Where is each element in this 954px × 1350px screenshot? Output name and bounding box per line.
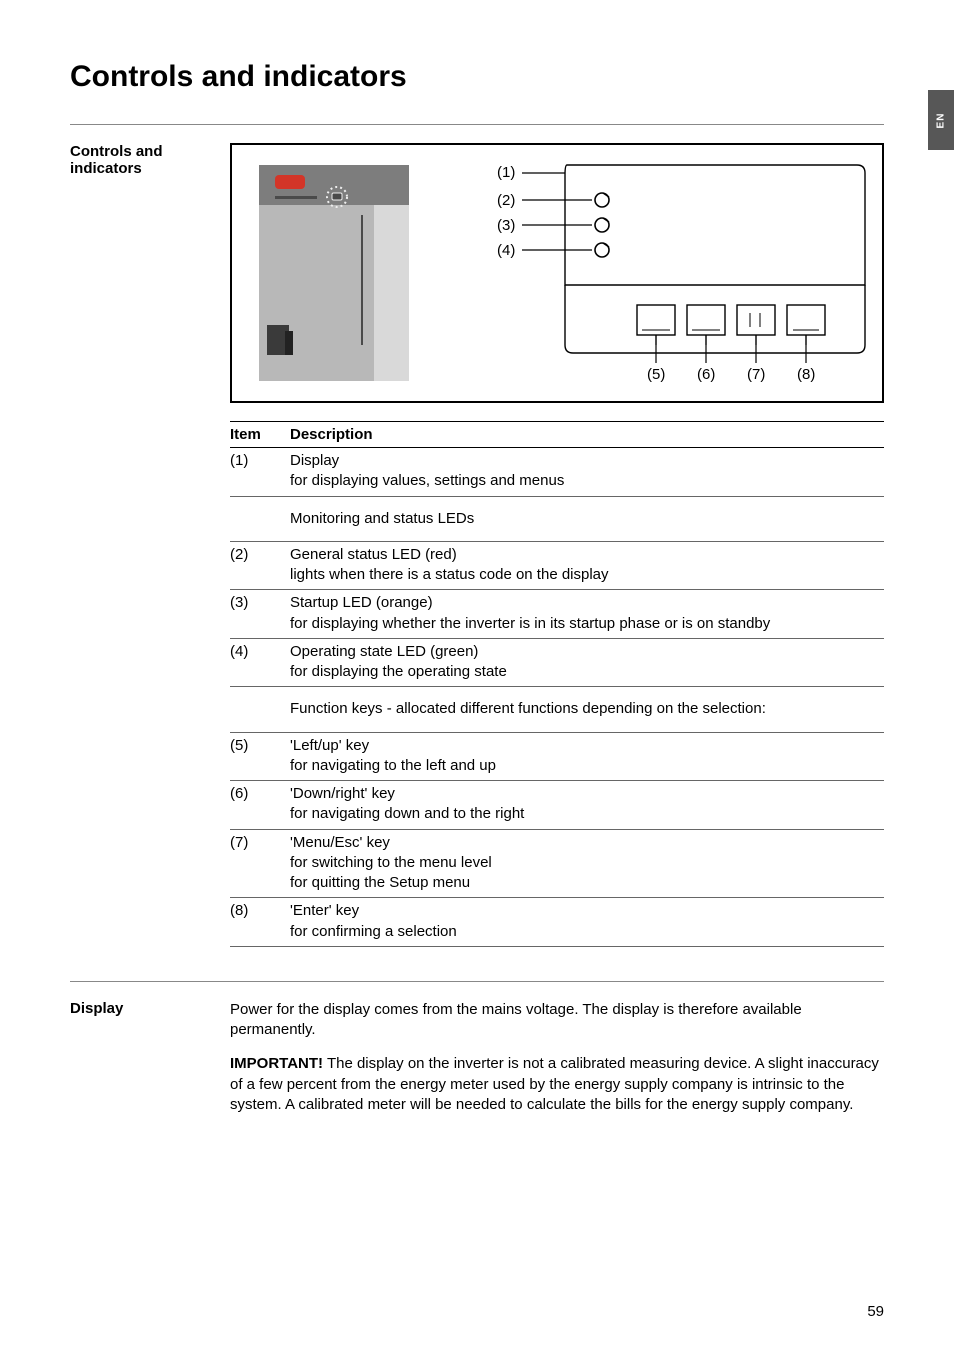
- svg-text:(6): (6): [697, 366, 715, 383]
- cell-desc-line: lights when there is a status code on th…: [290, 565, 884, 585]
- controls-diagram: (1) (2) (3) (4): [230, 143, 884, 403]
- cell-desc-line: General status LED (red): [290, 545, 884, 565]
- important-label: IMPORTANT!: [230, 1055, 323, 1072]
- cell-desc-line: 'Enter' key: [290, 901, 884, 921]
- cell-item: (3): [230, 593, 290, 634]
- cell-item: (1): [230, 451, 290, 492]
- cell-desc-line: for quitting the Setup menu: [290, 873, 884, 893]
- display-paragraph: Power for the display comes from the mai…: [230, 1000, 884, 1041]
- table-row: (7) 'Menu/Esc' key for switching to the …: [230, 830, 884, 899]
- cell-item: (6): [230, 784, 290, 825]
- page-number: 59: [867, 1303, 884, 1320]
- language-tab: EN: [928, 90, 954, 150]
- cell-desc-line: Operating state LED (green): [290, 642, 884, 662]
- table-subheading: Monitoring and status LEDs: [230, 497, 884, 541]
- cell-desc-line: 'Down/right' key: [290, 784, 884, 804]
- cell-desc-line: 'Left/up' key: [290, 736, 884, 756]
- cell-item: (4): [230, 642, 290, 683]
- table-row: (8) 'Enter' key for confirming a selecti…: [230, 898, 884, 947]
- language-label: EN: [936, 112, 947, 128]
- svg-text:(1): (1): [497, 164, 515, 181]
- table-row: (6) 'Down/right' key for navigating down…: [230, 781, 884, 830]
- section-heading-controls: Controls and indicators: [70, 143, 210, 947]
- section-heading-display: Display: [70, 1000, 210, 1115]
- svg-text:(5): (5): [647, 366, 665, 383]
- table-row: (1) Display for displaying values, setti…: [230, 448, 884, 497]
- cell-desc-line: for displaying values, settings and menu…: [290, 471, 884, 491]
- table-row: (2) General status LED (red) lights when…: [230, 542, 884, 591]
- cell-desc-line: Display: [290, 451, 884, 471]
- cell-item: (5): [230, 736, 290, 777]
- table-row: (5) 'Left/up' key for navigating to the …: [230, 733, 884, 782]
- cell-desc-line: Startup LED (orange): [290, 593, 884, 613]
- important-text: The display on the inverter is not a cal…: [230, 1055, 879, 1113]
- svg-text:(2): (2): [497, 192, 515, 209]
- cell-desc-line: for confirming a selection: [290, 922, 884, 942]
- cell-item: (2): [230, 545, 290, 586]
- cell-desc-line: for navigating to the left and up: [290, 756, 884, 776]
- cell-desc-line: for switching to the menu level: [290, 853, 884, 873]
- svg-text:(4): (4): [497, 242, 515, 259]
- svg-text:(7): (7): [747, 366, 765, 383]
- cell-desc-line: for navigating down and to the right: [290, 804, 884, 824]
- svg-text:(3): (3): [497, 217, 515, 234]
- description-table: Item Description (1) Display for display…: [230, 421, 884, 947]
- svg-text:(8): (8): [797, 366, 815, 383]
- page-title: Controls and indicators: [70, 60, 884, 94]
- cell-item: (8): [230, 901, 290, 942]
- table-head-desc: Description: [290, 426, 884, 443]
- display-important-paragraph: IMPORTANT! The display on the inverter i…: [230, 1054, 884, 1115]
- cell-desc-line: for displaying the operating state: [290, 662, 884, 682]
- table-row: (3) Startup LED (orange) for displaying …: [230, 590, 884, 639]
- cell-desc-line: for displaying whether the inverter is i…: [290, 614, 884, 634]
- table-row: (4) Operating state LED (green) for disp…: [230, 639, 884, 688]
- cell-desc-line: 'Menu/Esc' key: [290, 833, 884, 853]
- table-subheading: Function keys - allocated different func…: [230, 687, 884, 731]
- table-head-item: Item: [230, 426, 290, 443]
- cell-item: (7): [230, 833, 290, 894]
